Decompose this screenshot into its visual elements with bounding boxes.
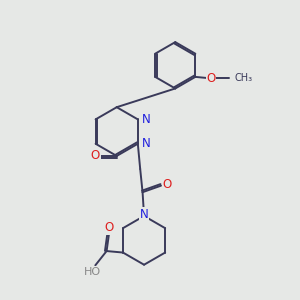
Text: N: N (142, 137, 151, 150)
Text: N: N (142, 113, 151, 126)
Text: O: O (162, 178, 172, 191)
Text: N: N (140, 208, 148, 221)
Text: CH₃: CH₃ (235, 74, 253, 83)
Text: O: O (91, 149, 100, 162)
Text: O: O (104, 221, 114, 234)
Text: O: O (206, 72, 215, 85)
Text: HO: HO (84, 267, 101, 277)
